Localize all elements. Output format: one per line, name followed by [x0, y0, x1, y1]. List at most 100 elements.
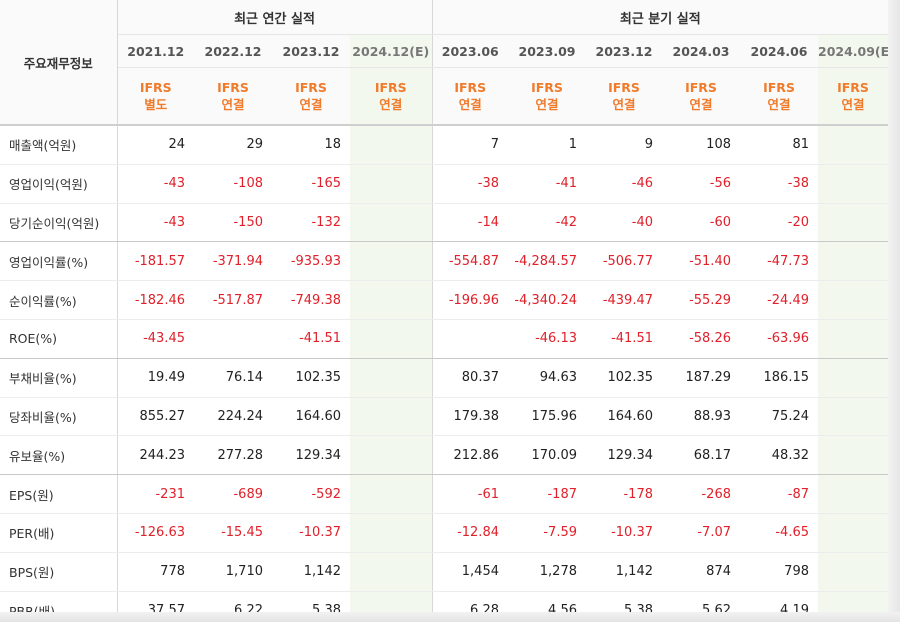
row-label: ROE(%) — [0, 319, 118, 359]
row-label: 매출액(억원) — [0, 125, 118, 165]
table-cell: 108 — [662, 125, 740, 165]
table-row: BPS(원) 778 1,710 1,142 1,454 1,278 1,142 874 798 — [0, 552, 888, 592]
table-cell: 170.09 — [508, 435, 586, 476]
accounting-basis-label: IFRS 연결 — [818, 67, 888, 126]
table-cell — [350, 280, 432, 320]
table-cell: -43 — [117, 164, 194, 204]
table-cell: -108 — [194, 164, 272, 204]
table-cell: -15.45 — [194, 513, 272, 553]
table-cell: -268 — [662, 474, 740, 514]
table-cell: -38 — [431, 164, 508, 204]
table-cell: 1,454 — [431, 552, 508, 592]
table-cell: -4,340.24 — [508, 280, 586, 320]
table-cell — [350, 164, 432, 204]
row-label: 당좌비율(%) — [0, 397, 118, 437]
table-cell: -126.63 — [117, 513, 194, 553]
table-cell: -14 — [431, 203, 508, 243]
row-label: PBR(배) — [0, 591, 118, 612]
basis-standard: IFRS — [608, 80, 640, 95]
table-cell: 798 — [740, 552, 818, 592]
table-cell: -689 — [194, 474, 272, 514]
table-cell: 179.38 — [431, 397, 508, 437]
table-cell: -132 — [272, 203, 350, 243]
table-cell — [818, 241, 888, 282]
table-cell: 1,710 — [194, 552, 272, 592]
table-cell: -55.29 — [662, 280, 740, 320]
row-label: 영업이익률(%) — [0, 241, 118, 282]
table-cell: 186.15 — [740, 358, 818, 398]
financial-summary-panel: 주요재무정보 최근 연간 실적 최근 분기 실적 2021.12 2022.12… — [0, 0, 888, 612]
table-cell — [350, 552, 432, 592]
table-cell — [818, 164, 888, 204]
basis-standard: IFRS — [531, 80, 563, 95]
table-cell: 80.37 — [431, 358, 508, 398]
accounting-basis-label: IFRS 연결 — [586, 67, 662, 126]
table-cell: -371.94 — [194, 241, 272, 282]
table-cell — [350, 513, 432, 553]
row-label: 영업이익(억원) — [0, 164, 118, 204]
table-cell: -24.49 — [740, 280, 818, 320]
table-cell — [350, 203, 432, 243]
financial-rows: 매출액(억원) 24 29 18 7 1 9 108 81 영업이익(억원) -43 -108 -165… — [0, 125, 888, 612]
table-cell: -38 — [740, 164, 818, 204]
table-cell: -43 — [117, 203, 194, 243]
table-cell: -554.87 — [431, 241, 508, 282]
table-cell: 175.96 — [508, 397, 586, 437]
financial-summary-table: 주요재무정보 최근 연간 실적 최근 분기 실적 2021.12 2022.12… — [0, 0, 888, 612]
basis-scope: 연결 — [689, 97, 713, 112]
period-header: 2023.06 — [431, 34, 508, 68]
row-label: BPS(원) — [0, 552, 118, 592]
row-label: 순이익률(%) — [0, 280, 118, 320]
table-cell: -46.13 — [508, 319, 586, 359]
basis-standard: IFRS — [295, 80, 327, 95]
table-cell — [350, 358, 432, 398]
table-cell: 164.60 — [272, 397, 350, 437]
table-cell — [818, 397, 888, 437]
table-cell — [350, 474, 432, 514]
table-cell: 29 — [194, 125, 272, 165]
accounting-basis-label: IFRS 연결 — [194, 67, 272, 126]
table-cell: -7.07 — [662, 513, 740, 553]
table-cell: 5.38 — [586, 591, 662, 612]
table-cell: 6.28 — [431, 591, 508, 612]
table-cell: -47.73 — [740, 241, 818, 282]
table-cell: -231 — [117, 474, 194, 514]
table-row: 당좌비율(%) 855.27 224.24 164.60 179.38 175.96 164… — [0, 397, 888, 437]
basis-scope: 연결 — [379, 97, 403, 112]
table-cell: -592 — [272, 474, 350, 514]
period-header: 2024.03 — [662, 34, 740, 68]
table-cell: -20 — [740, 203, 818, 243]
table-cell: -61 — [431, 474, 508, 514]
table-cell: 102.35 — [586, 358, 662, 398]
accounting-basis-label: IFRS 연결 — [662, 67, 740, 126]
basis-standard: IFRS — [685, 80, 717, 95]
row-label: PER(배) — [0, 513, 118, 553]
table-row: 부채비율(%) 19.49 76.14 102.35 80.37 94.63 102.35 1… — [0, 358, 888, 398]
table-cell: 75.24 — [740, 397, 818, 437]
table-row: 영업이익률(%) -181.57 -371.94 -935.93 -554.87 -4,2… — [0, 241, 888, 282]
accounting-basis-label: IFRS 별도 — [117, 67, 194, 126]
table-cell: -56 — [662, 164, 740, 204]
table-cell — [818, 280, 888, 320]
row-label: EPS(원) — [0, 474, 118, 514]
table-cell — [818, 474, 888, 514]
table-cell: -439.47 — [586, 280, 662, 320]
period-header: 2022.12 — [194, 34, 272, 68]
table-cell: 855.27 — [117, 397, 194, 437]
table-cell: 9 — [586, 125, 662, 165]
table-cell — [818, 125, 888, 165]
table-cell — [194, 319, 272, 359]
table-cell: 1,278 — [508, 552, 586, 592]
basis-standard: IFRS — [217, 80, 249, 95]
table-cell: 187.29 — [662, 358, 740, 398]
table-cell: 5.38 — [272, 591, 350, 612]
table-cell — [350, 241, 432, 282]
table-cell: -46 — [586, 164, 662, 204]
table-cell: -935.93 — [272, 241, 350, 282]
table-cell: -51.40 — [662, 241, 740, 282]
table-cell: -517.87 — [194, 280, 272, 320]
period-header-estimate: 2024.09(E) — [818, 34, 888, 68]
table-cell: 277.28 — [194, 435, 272, 476]
table-cell: -150 — [194, 203, 272, 243]
table-cell: -178 — [586, 474, 662, 514]
